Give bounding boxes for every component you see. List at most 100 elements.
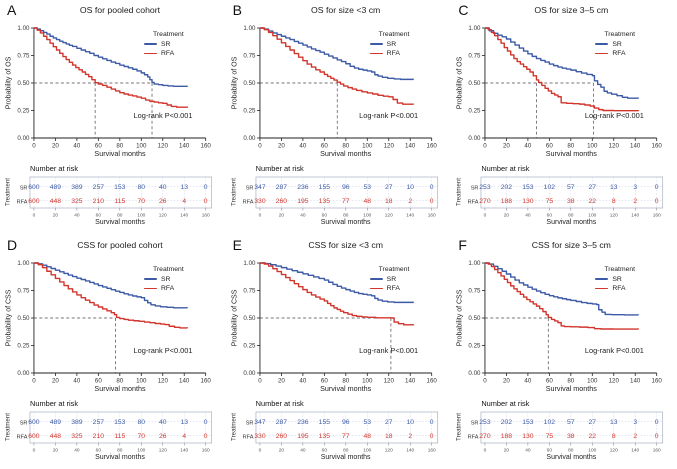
svg-text:188: 188 — [501, 433, 513, 440]
y-axis-ticks: 0.00 0.25 0.50 0.75 1.00 — [17, 260, 34, 377]
log-rank-annotation: Log-rank P<0.001 — [359, 346, 419, 355]
svg-text:40: 40 — [74, 212, 80, 218]
legend-label-sr: SR — [161, 40, 171, 48]
sr-line-swatch — [595, 43, 609, 45]
log-rank-annotation: Log-rank P<0.001 — [584, 346, 644, 355]
svg-text:22: 22 — [589, 198, 597, 205]
risk-row-sr: SR 600 489 389 257 153 80 40 13 0 — [20, 419, 208, 426]
svg-text:489: 489 — [50, 419, 62, 426]
svg-text:0.75: 0.75 — [469, 53, 482, 60]
svg-text:60: 60 — [546, 142, 553, 149]
legend-label-rfa: RFA — [386, 285, 400, 292]
svg-text:0: 0 — [258, 212, 261, 218]
legend-label-sr: SR — [161, 275, 171, 283]
svg-text:20: 20 — [278, 377, 285, 384]
risk-x-axis-label: Survival months — [546, 219, 597, 226]
risk-grid — [481, 177, 664, 208]
svg-text:600: 600 — [28, 184, 40, 191]
sr-curve — [485, 262, 640, 316]
risk-row-sr: SR 600 489 389 257 153 80 40 13 0 — [20, 184, 208, 191]
svg-text:60: 60 — [547, 447, 553, 453]
panel-letter: B — [232, 2, 243, 18]
svg-text:77: 77 — [342, 433, 350, 440]
svg-text:140: 140 — [630, 142, 641, 149]
svg-text:600: 600 — [28, 433, 40, 440]
svg-text:120: 120 — [609, 142, 620, 149]
rfa-line-swatch — [144, 52, 157, 55]
svg-text:270: 270 — [480, 198, 492, 205]
svg-text:0: 0 — [204, 419, 208, 426]
y-axis-ticks: 0.00 0.25 0.50 0.75 1.00 — [243, 260, 260, 377]
svg-text:1.00: 1.00 — [469, 25, 482, 32]
risk-table-title: Number at risk — [30, 164, 79, 173]
svg-text:120: 120 — [609, 377, 620, 384]
svg-text:60: 60 — [321, 377, 328, 384]
svg-text:0.50: 0.50 — [17, 80, 30, 87]
svg-text:140: 140 — [630, 377, 641, 384]
svg-text:20: 20 — [278, 142, 285, 149]
risk-table-box — [29, 176, 213, 209]
svg-text:0: 0 — [484, 447, 487, 453]
svg-text:80: 80 — [343, 212, 349, 218]
svg-text:1.00: 1.00 — [17, 260, 30, 267]
km-plot: 0.00 0.25 0.50 0.75 1.00 0 20 40 60 80 100 120 140 16… — [469, 260, 663, 384]
svg-text:60: 60 — [546, 377, 553, 384]
svg-text:389: 389 — [71, 419, 83, 426]
svg-text:2: 2 — [408, 433, 412, 440]
svg-text:40: 40 — [299, 377, 306, 384]
legend-label-rfa: RFA — [386, 50, 400, 57]
svg-text:0.75: 0.75 — [243, 288, 256, 295]
svg-text:600: 600 — [28, 198, 40, 205]
svg-text:SR: SR — [245, 420, 253, 426]
x-axis-ticks: 0 20 40 60 80 100 120 140 160 — [258, 373, 437, 385]
svg-text:20: 20 — [278, 212, 284, 218]
x-axis-label: Survival months — [545, 148, 597, 158]
svg-text:100: 100 — [137, 212, 145, 218]
legend: Treatment SR RFA — [369, 31, 409, 57]
svg-text:130: 130 — [523, 198, 535, 205]
svg-text:489: 489 — [50, 184, 62, 191]
svg-text:0.75: 0.75 — [469, 288, 482, 295]
risk-row-sr: SR 253 202 153 102 57 27 13 3 0 — [471, 184, 659, 191]
svg-text:140: 140 — [405, 377, 416, 384]
svg-text:389: 389 — [71, 184, 83, 191]
svg-text:195: 195 — [297, 433, 309, 440]
legend-title: Treatment — [604, 266, 636, 273]
svg-text:60: 60 — [96, 447, 102, 453]
panel-title: CSS for pooled cohort — [77, 240, 163, 250]
svg-text:20: 20 — [52, 377, 59, 384]
svg-text:40: 40 — [525, 377, 532, 384]
svg-text:155: 155 — [318, 419, 330, 426]
svg-text:100: 100 — [589, 447, 597, 453]
svg-text:0.25: 0.25 — [243, 343, 256, 350]
svg-text:100: 100 — [136, 377, 147, 384]
risk-table-box — [255, 176, 438, 209]
panel-d: D CSS for pooled cohort Probability of C… — [0, 235, 226, 469]
svg-text:120: 120 — [383, 377, 394, 384]
legend-label-rfa: RFA — [161, 50, 175, 57]
svg-text:48: 48 — [363, 198, 371, 205]
svg-text:0: 0 — [33, 447, 36, 453]
svg-text:130: 130 — [523, 433, 535, 440]
median-guides — [33, 82, 153, 138]
median-guides — [485, 317, 549, 373]
svg-text:153: 153 — [523, 184, 535, 191]
svg-text:SR: SR — [245, 185, 253, 191]
svg-text:120: 120 — [384, 447, 392, 453]
x-axis-label: Survival months — [545, 383, 597, 393]
svg-text:3: 3 — [634, 419, 638, 426]
panel-letter: A — [7, 2, 17, 18]
svg-text:3: 3 — [634, 184, 638, 191]
svg-text:0: 0 — [258, 142, 262, 149]
svg-text:160: 160 — [426, 142, 437, 149]
svg-text:0.75: 0.75 — [243, 53, 256, 60]
rfa-line-swatch — [369, 287, 383, 290]
rfa-line-swatch — [595, 287, 609, 290]
svg-text:40: 40 — [73, 377, 80, 384]
risk-grid — [255, 412, 438, 443]
